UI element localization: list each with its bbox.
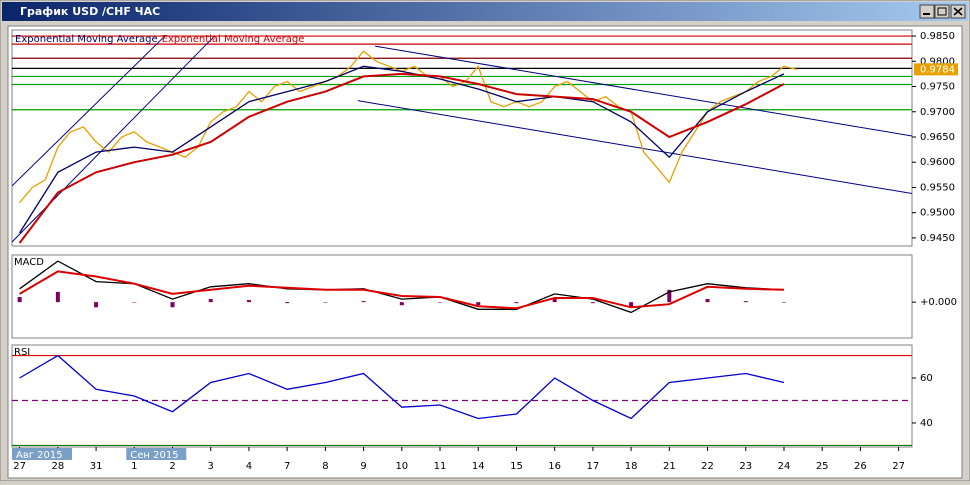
period-box xyxy=(126,448,187,460)
macd-bar xyxy=(208,299,213,303)
macd-bar xyxy=(781,302,786,303)
x-tick-label: 25 xyxy=(816,461,829,472)
x-tick-label: 4 xyxy=(246,461,252,472)
window-buttons xyxy=(919,4,966,19)
close-icon xyxy=(953,7,963,16)
y-tick-label: 40 xyxy=(920,418,933,429)
panel-title: MACD xyxy=(14,257,44,268)
y-tick-label: 0.9700 xyxy=(920,107,955,118)
macd-bar xyxy=(476,302,481,306)
title-bar xyxy=(2,2,968,21)
x-tick-label: 23 xyxy=(739,461,752,472)
maximize-icon xyxy=(937,7,947,16)
panel xyxy=(11,254,913,339)
macd-bar xyxy=(705,299,710,303)
x-tick-label: 14 xyxy=(472,461,485,472)
x-tick-label: 21 xyxy=(663,461,676,472)
x-tick-label: 31 xyxy=(90,461,103,472)
macd-bar xyxy=(552,298,557,303)
x-tick-label: 17 xyxy=(587,461,600,472)
x-tick-label: 11 xyxy=(434,461,447,472)
macd-bar xyxy=(285,302,290,304)
trend-line xyxy=(357,100,912,195)
last-price-box xyxy=(914,63,958,76)
macd-bar xyxy=(94,302,99,308)
y-tick-label: 0.9750 xyxy=(920,82,955,93)
y-tick-label: 0.9550 xyxy=(920,182,955,193)
panel xyxy=(11,344,913,448)
macd-bar xyxy=(590,302,595,304)
x-tick-label: 24 xyxy=(778,461,791,472)
x-tick-label: 27 xyxy=(13,461,26,472)
x-tick-label: 27 xyxy=(892,461,905,472)
macd-bar xyxy=(132,302,137,303)
y-tick-label: 0.9450 xyxy=(920,233,955,244)
series-line xyxy=(19,354,785,420)
trend-line xyxy=(12,35,166,187)
x-tick-label: 18 xyxy=(625,461,638,472)
series-line xyxy=(19,270,785,310)
maximize-button[interactable] xyxy=(934,4,950,19)
plot-layer xyxy=(12,35,912,244)
macd-bar xyxy=(629,302,634,308)
macd-bar xyxy=(399,302,404,306)
macd-bar xyxy=(667,289,672,303)
series-line xyxy=(19,260,785,314)
y-tick-label: +0.000 xyxy=(920,297,957,308)
macd-bar xyxy=(170,302,175,308)
x-tick-label: 15 xyxy=(510,461,523,472)
period-label: Сен 2015 xyxy=(130,450,178,461)
period-label: Авг 2015 xyxy=(16,450,63,461)
x-tick-label: 7 xyxy=(284,461,290,472)
y-tick-label: 0.9800 xyxy=(920,56,955,67)
macd-bar xyxy=(514,302,519,304)
macd-bar xyxy=(17,297,22,303)
period-box xyxy=(12,448,72,460)
y-tick-label: 60 xyxy=(920,373,933,384)
y-tick-label: 0.9850 xyxy=(920,31,955,42)
x-tick-label: 16 xyxy=(548,461,561,472)
x-tick-label: 10 xyxy=(395,461,408,472)
macd-bar xyxy=(743,301,748,303)
macd-bar xyxy=(438,302,443,303)
series-line xyxy=(19,65,785,234)
panel xyxy=(11,29,913,247)
last-price-label: 0.9784 xyxy=(920,64,955,75)
macd-bar xyxy=(323,302,328,303)
plot-layer xyxy=(12,354,912,447)
window-title: График USD /CHF ЧАС xyxy=(20,5,160,18)
panel-title: RSI xyxy=(14,347,30,358)
x-tick-label: 3 xyxy=(208,461,214,472)
x-tick-label: 9 xyxy=(360,461,366,472)
macd-bar xyxy=(55,291,60,303)
x-tick-label: 22 xyxy=(701,461,714,472)
x-tick-label: 8 xyxy=(322,461,328,472)
x-tick-label: 1 xyxy=(131,461,137,472)
y-tick-label: 0.9650 xyxy=(920,132,955,143)
y-tick-label: 0.9500 xyxy=(920,208,955,219)
trend-line xyxy=(374,45,912,137)
minimize-button[interactable] xyxy=(919,4,935,19)
x-tick-label: 26 xyxy=(854,461,867,472)
legend-entry: Exponential Moving Average xyxy=(162,34,305,45)
plot-layer xyxy=(17,260,786,314)
macd-bar xyxy=(246,300,251,303)
legend-entry: Exponential Moving Average xyxy=(15,34,158,45)
x-tick-label: 2 xyxy=(169,461,175,472)
series-line xyxy=(19,50,797,204)
x-tick-label: 28 xyxy=(51,461,64,472)
series-line xyxy=(18,72,785,244)
y-tick-label: 0.9600 xyxy=(920,157,955,168)
macd-bar xyxy=(361,301,366,303)
